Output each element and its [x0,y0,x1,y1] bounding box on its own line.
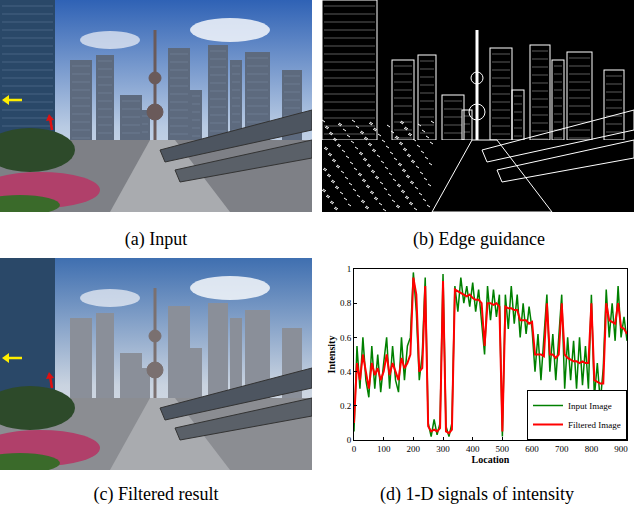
svg-text:1: 1 [347,264,352,274]
svg-text:100: 100 [377,444,391,454]
svg-text:0.6: 0.6 [340,333,352,343]
svg-text:600: 600 [525,444,539,454]
html-text:(b) Edge guidance: (b) Edge guidance [413,229,545,249]
svg-text:0.4: 0.4 [340,367,352,377]
svg-text:500: 500 [496,444,510,454]
html-text:(a) Input: (a) Input [124,229,188,249]
svg-text:Input Image: Input Image [568,401,612,411]
svg-text:0: 0 [347,435,352,445]
svg-text:800: 800 [585,444,599,454]
svg-text:0.8: 0.8 [340,298,352,308]
svg-text:Location: Location [472,454,510,465]
svg-text:Intensity: Intensity [326,336,337,374]
svg-text:Filtered Image: Filtered Image [568,420,621,430]
svg-text:200: 200 [407,444,421,454]
svg-text:0: 0 [352,444,357,454]
svg-text:900: 900 [614,444,628,454]
svg-text:700: 700 [555,444,569,454]
svg-text:400: 400 [466,444,480,454]
svg-text:0.2: 0.2 [340,401,351,411]
html-text:(c) Filtered result: (c) Filtered result [93,484,219,504]
svg-text:300: 300 [436,444,450,454]
html-text:(d) 1-D signals of intensity: (d) 1-D signals of intensity [380,484,574,504]
